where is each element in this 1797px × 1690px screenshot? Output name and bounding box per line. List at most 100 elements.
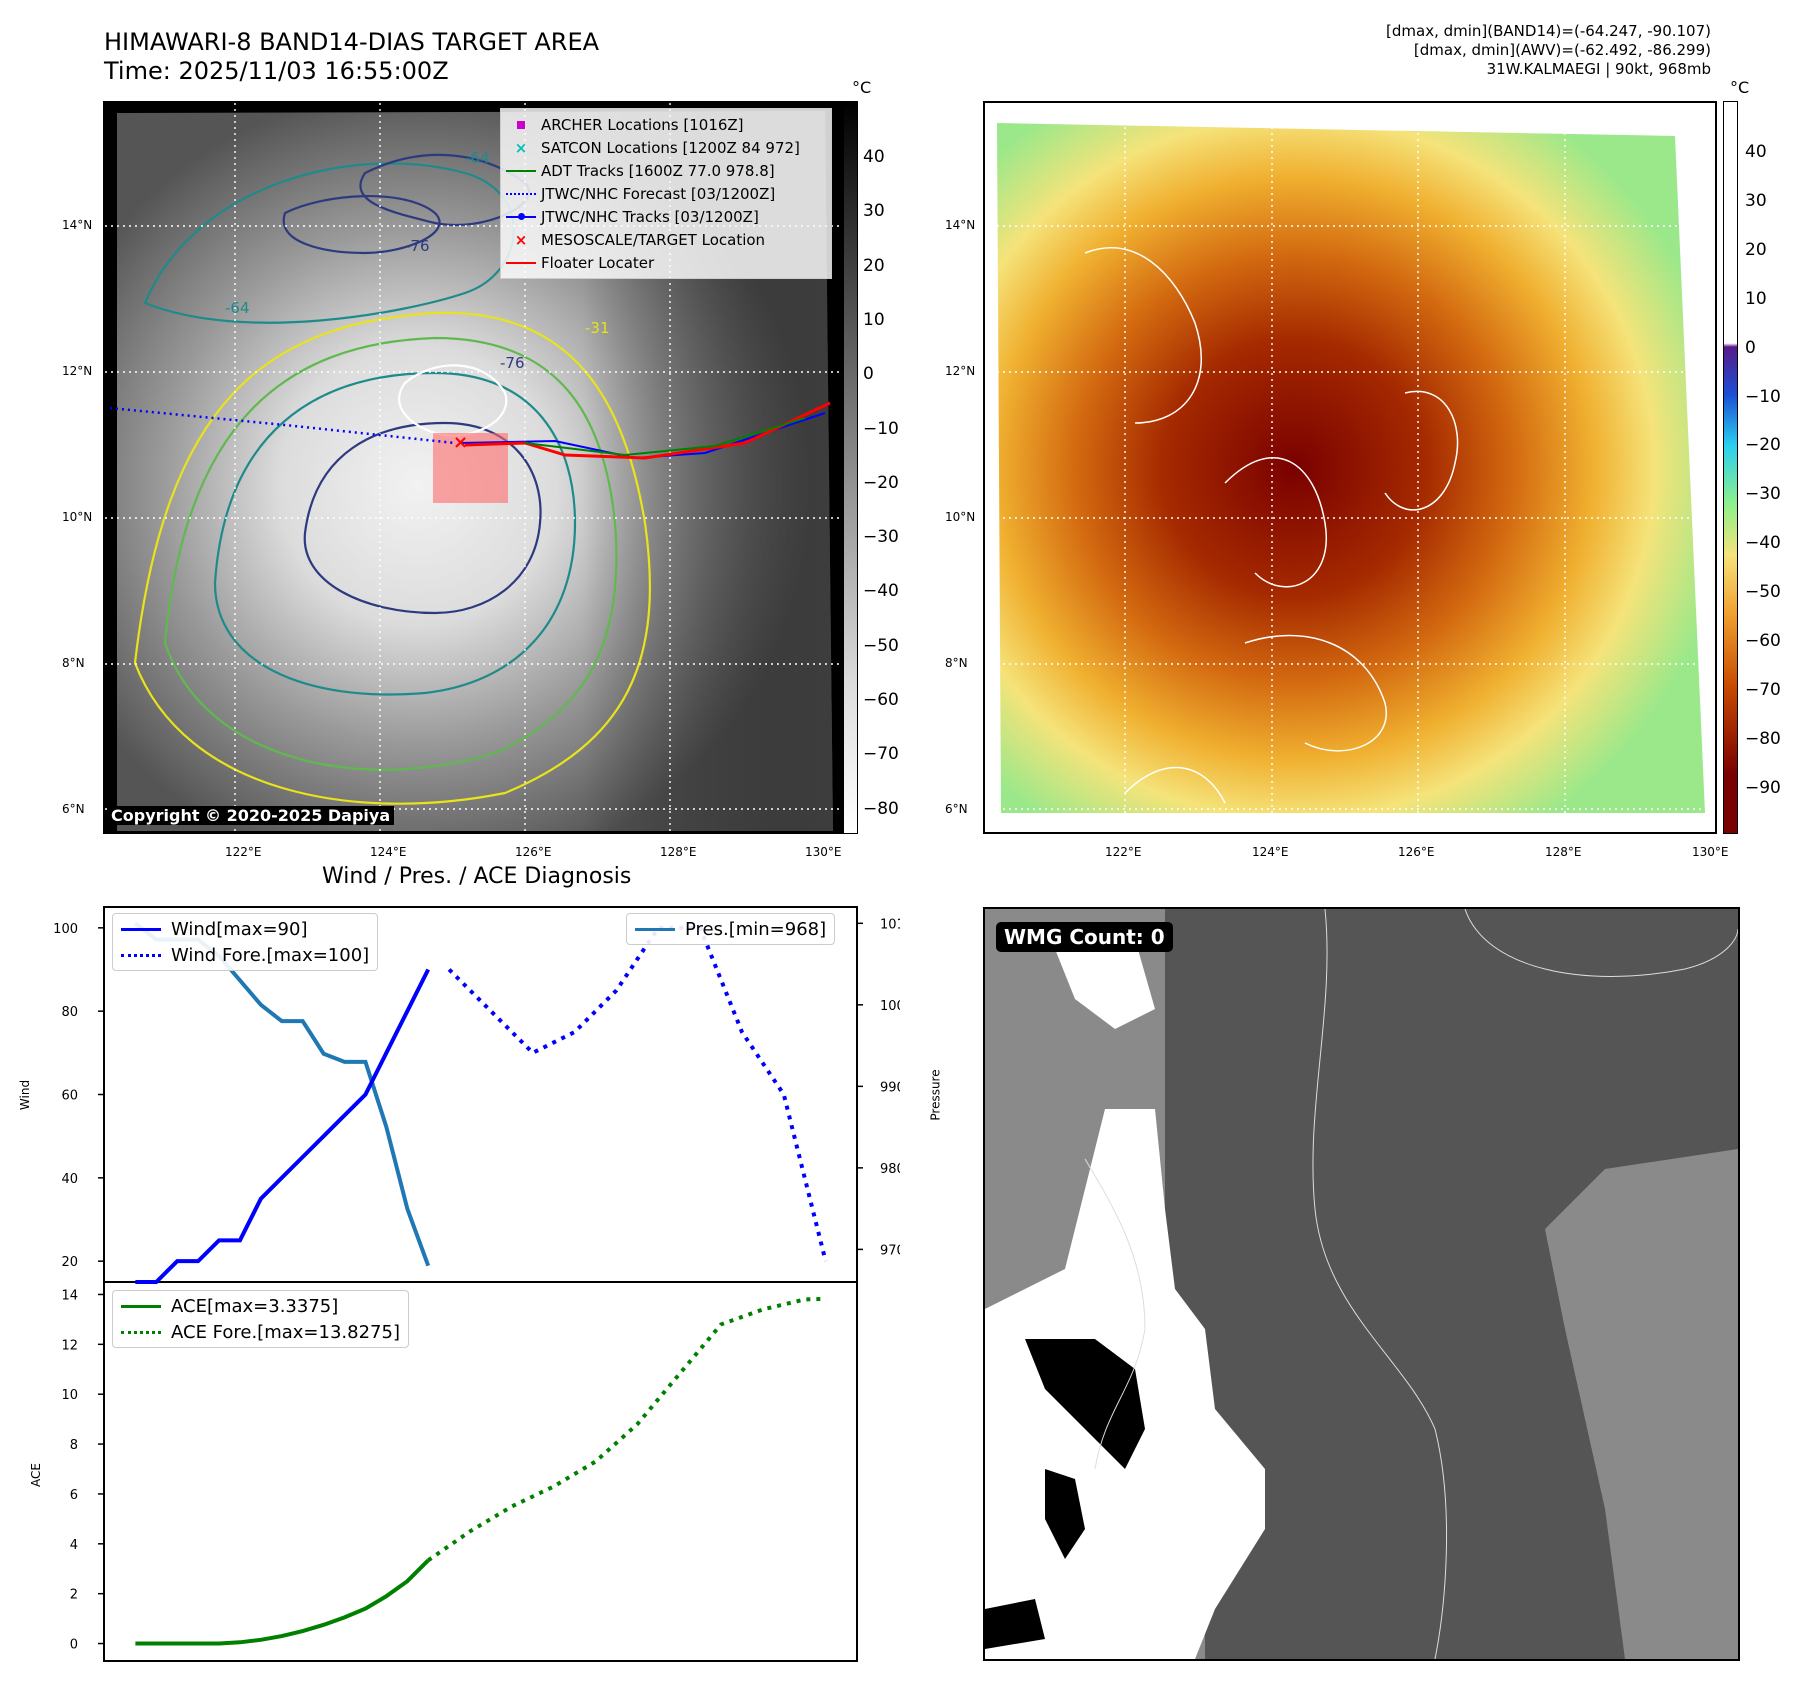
ir-lat-tick-label: 14°N	[62, 218, 93, 232]
wv-lat-tick-label: 8°N	[945, 656, 968, 670]
legend-item-wind: Wind[max=90]	[121, 916, 369, 942]
solid-line-icon	[121, 1304, 161, 1308]
wv-lon-tick-label: 126°E	[1398, 845, 1435, 859]
wmg-map-image	[985, 909, 1738, 1659]
wind-ytick-label: 100	[53, 922, 78, 937]
wind-legend: Wind[max=90] Wind Fore.[max=100]	[112, 913, 379, 971]
ace-ytick-label: 12	[61, 1338, 78, 1353]
ir-lat-tick-label: 12°N	[62, 364, 93, 378]
storm-info: [dmax, dmin](BAND14)=(-64.247, -90.107) …	[1386, 22, 1711, 79]
ace-ylabel: ACE	[28, 1463, 43, 1487]
pressure-ylabel: Pressure	[928, 1069, 943, 1121]
ace-plot-frame	[103, 1281, 858, 1662]
wv-colorbar-tick: −50	[1745, 582, 1781, 603]
dotted-line-icon	[506, 192, 536, 195]
wv-colorbar-tick: −40	[1745, 533, 1781, 554]
wv-colorbar	[1723, 101, 1738, 834]
legend-item-archer: ARCHER Locations [1016Z]	[501, 113, 831, 136]
ir-contour-label: -76	[500, 354, 525, 372]
ace-forecast-series-line	[427, 1296, 826, 1562]
wv-map-image	[985, 103, 1715, 832]
wv-map-panel	[983, 101, 1717, 834]
copyright-label: Copyright © 2020-2025 Dapiya	[107, 806, 395, 825]
info-line-3: 31W.KALMAEGI | 90kt, 968mb	[1486, 60, 1711, 78]
line-dot-icon	[506, 212, 536, 220]
wv-lat-tick-label: 14°N	[945, 218, 976, 232]
wv-lat-tick-label: 12°N	[945, 364, 976, 378]
legend-item-satcon: × SATCON Locations [1200Z 84 972]	[501, 136, 831, 159]
ir-lat-tick-label: 10°N	[62, 510, 93, 524]
ir-colorbar-tick: −20	[863, 472, 899, 493]
wv-lat-tick-label: 6°N	[945, 802, 968, 816]
legend-item-jtwc-tracks: JTWC/NHC Tracks [03/1200Z]	[501, 205, 831, 228]
line-marker-icon	[506, 169, 536, 172]
legend-item-adt: ADT Tracks [1600Z 77.0 978.8]	[501, 159, 831, 182]
ir-colorbar-tick: −70	[863, 744, 899, 765]
info-line-1: [dmax, dmin](BAND14)=(-64.247, -90.107)	[1386, 22, 1711, 40]
ir-lon-tick-label: 128°E	[660, 845, 697, 859]
ir-colorbar-tick: −80	[863, 798, 899, 819]
wv-colorbar-tick: 10	[1745, 288, 1767, 309]
dotted-line-icon	[121, 953, 161, 957]
ir-contour-label: -76	[405, 237, 430, 255]
pressure-ytick-label: 980	[880, 1162, 900, 1177]
square-marker-icon	[517, 120, 525, 129]
ace-ytick-label: 14	[61, 1288, 78, 1303]
pressure-legend: Pres.[min=968]	[626, 913, 836, 945]
solid-line-icon	[635, 927, 675, 931]
legend-item-ace-forecast: ACE Fore.[max=13.8275]	[121, 1319, 400, 1345]
wv-colorbar-tick: 0	[1745, 337, 1756, 358]
page-title: HIMAWARI-8 BAND14-DIAS TARGET AREA Time:…	[104, 28, 599, 86]
wv-colorbar-tick: 20	[1745, 239, 1767, 260]
diagnosis-title: Wind / Pres. / ACE Diagnosis	[322, 864, 632, 889]
legend-item-mesoscale: × MESOSCALE/TARGET Location	[501, 228, 831, 251]
legend-item-pressure: Pres.[min=968]	[635, 916, 826, 942]
ir-lon-tick-label: 124°E	[370, 845, 407, 859]
ir-lon-tick-label: 126°E	[515, 845, 552, 859]
wv-colorbar-tick: −60	[1745, 631, 1781, 651]
wind-ytick-label: 80	[61, 1005, 78, 1020]
pressure-ytick-label: 970	[880, 1243, 900, 1258]
ir-colorbar-tick: −40	[863, 581, 899, 602]
ir-map-image: × -64 -76 -76 -64 -31	[105, 103, 841, 832]
wv-colorbar-tick: −80	[1745, 728, 1781, 749]
ace-ytick-label: 0	[70, 1638, 78, 1653]
ace-ytick-label: 2	[70, 1588, 78, 1603]
wmg-map-panel	[983, 907, 1740, 1661]
ir-colorbar-tick: −60	[863, 690, 899, 710]
wv-colorbar-tick: −20	[1745, 435, 1781, 456]
ir-colorbar-tick: 10	[863, 309, 885, 330]
ir-colorbar-tick: −10	[863, 418, 899, 439]
wind-series-line	[135, 968, 430, 1284]
legend-item-wind-forecast: Wind Fore.[max=100]	[121, 942, 369, 968]
wind-ytick-label: 60	[61, 1089, 78, 1104]
info-line-2: [dmax, dmin](AWV)=(-62.492, -86.299)	[1413, 41, 1711, 59]
legend-item-ace: ACE[max=3.3375]	[121, 1293, 400, 1319]
title-line-2: Time: 2025/11/03 16:55:00Z	[104, 57, 449, 85]
wv-lon-tick-label: 124°E	[1252, 845, 1289, 859]
wv-lon-tick-label: 122°E	[1105, 845, 1142, 859]
ir-contour-label: -64	[225, 299, 250, 317]
x-marker-icon: ×	[514, 138, 528, 157]
wv-colorbar-unit: °C	[1730, 78, 1750, 97]
legend-item-floater: Floater Locater	[501, 251, 831, 274]
wv-colorbar-tick: −90	[1745, 777, 1781, 798]
diagnosis-chart: 100806040201010100099098097014121086420	[53, 906, 900, 1662]
ir-contour-label: -31	[585, 319, 610, 337]
wind-ytick-label: 20	[61, 1255, 78, 1270]
wind-forecast-series-line	[447, 925, 828, 1262]
solid-line-icon	[121, 927, 161, 931]
ir-lon-tick-label: 130°E	[805, 845, 842, 859]
pressure-ytick-label: 1000	[880, 999, 900, 1014]
title-line-1: HIMAWARI-8 BAND14-DIAS TARGET AREA	[104, 28, 600, 56]
line-marker-icon	[506, 261, 536, 264]
ir-contour-label: -64	[465, 149, 490, 167]
wv-lon-tick-label: 128°E	[1545, 845, 1582, 859]
ace-ytick-label: 6	[70, 1488, 78, 1503]
ace-legend: ACE[max=3.3375] ACE Fore.[max=13.8275]	[112, 1290, 409, 1348]
wv-colorbar-tick: 40	[1745, 142, 1767, 162]
ir-legend: ARCHER Locations [1016Z] × SATCON Locatio…	[500, 108, 832, 279]
wv-lat-tick-label: 10°N	[945, 510, 976, 524]
wv-colorbar-tick: −30	[1745, 484, 1781, 505]
